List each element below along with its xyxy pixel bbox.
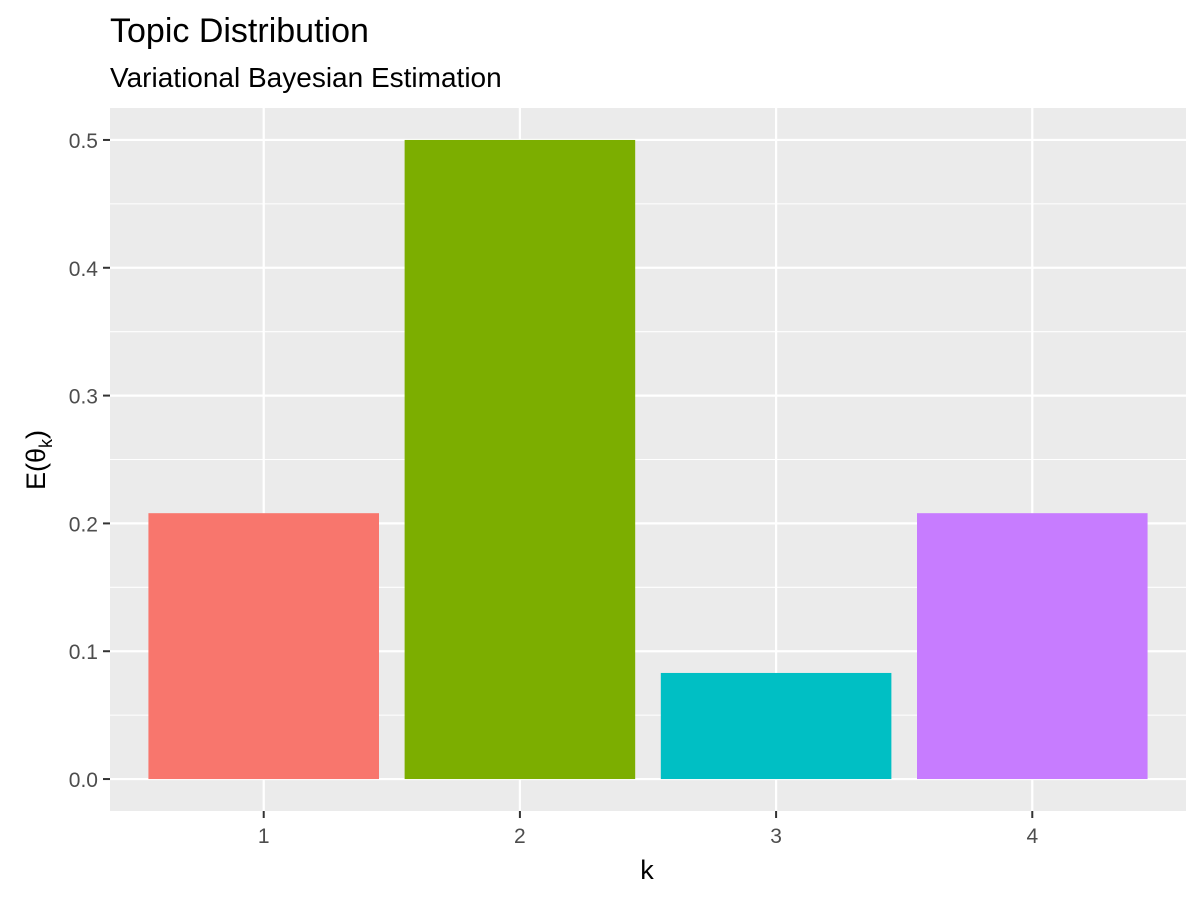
chart-subtitle: Variational Bayesian Estimation bbox=[110, 62, 502, 93]
y-axis-label-sub: k bbox=[36, 438, 56, 448]
bars bbox=[148, 139, 1148, 780]
x-axis-label: k bbox=[640, 855, 654, 885]
bar-3 bbox=[660, 672, 892, 780]
y-tick-label: 0.0 bbox=[69, 769, 98, 792]
y-tick-label: 0.2 bbox=[69, 513, 98, 536]
x-axis: 1 2 3 4 bbox=[258, 811, 1038, 848]
bar-4 bbox=[917, 513, 1148, 780]
y-tick-label: 0.5 bbox=[69, 130, 98, 153]
y-tick-label: 0.3 bbox=[69, 386, 98, 409]
x-tick-label: 3 bbox=[770, 825, 782, 848]
y-axis: 0.0 0.1 0.2 0.3 0.4 0.5 bbox=[69, 130, 110, 792]
y-axis-label: E(θk) bbox=[21, 430, 56, 490]
y-axis-label-close: ) bbox=[21, 430, 51, 439]
x-tick-label: 1 bbox=[258, 825, 270, 848]
y-tick-label: 0.4 bbox=[69, 258, 99, 281]
y-axis-label-main: E(θ bbox=[21, 448, 51, 490]
bar-1 bbox=[148, 513, 379, 780]
chart-title: Topic Distribution bbox=[110, 12, 369, 50]
x-tick-label: 4 bbox=[1026, 825, 1038, 848]
y-tick-label: 0.1 bbox=[69, 641, 98, 664]
bar-2 bbox=[404, 139, 636, 780]
x-tick-label: 2 bbox=[514, 825, 526, 848]
